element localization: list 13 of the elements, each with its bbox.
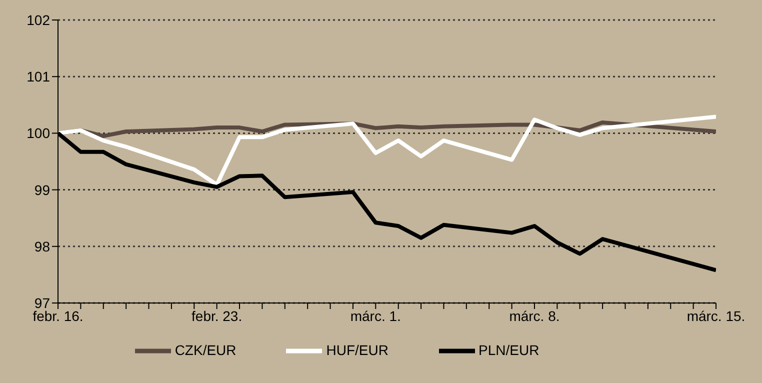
- y-tick-label: 99: [34, 182, 50, 198]
- legend-label: CZK/EUR: [174, 342, 236, 358]
- x-tick-label: márc. 1.: [350, 308, 401, 324]
- y-tick-label: 102: [26, 12, 50, 28]
- legend-label: HUF/EUR: [326, 342, 388, 358]
- y-tick-label: 98: [34, 238, 50, 254]
- y-tick-label: 101: [26, 68, 50, 85]
- x-tick-label: febr. 23.: [192, 308, 242, 324]
- y-tick-label: 100: [26, 125, 50, 142]
- x-tick-label: márc. 8.: [509, 308, 560, 324]
- line-series: [58, 114, 716, 187]
- legend-label: PLN/EUR: [478, 342, 540, 358]
- x-tick-label: márc. 15.: [686, 308, 746, 324]
